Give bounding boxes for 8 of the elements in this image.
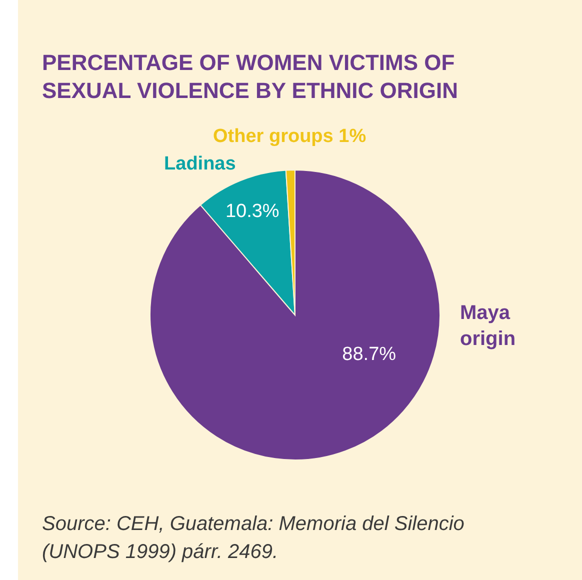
data-label: 10.3% (225, 201, 280, 222)
chart-title: PERCENTAGE OF WOMEN VICTIMS OF SEXUAL VIOLENCE BY ETHNIC ORIGIN (42, 50, 458, 103)
slice-label: Ladinas (164, 154, 236, 175)
data-label: 88.7% (342, 344, 396, 366)
slice-label: Other groups 1% (213, 126, 366, 148)
pie-slice (150, 170, 440, 460)
source-note: Source: CEH, Guatemala: Memoria del Silencio (UNOPS 1999) párr. 2469. (42, 513, 464, 563)
slice-label: Maya origin (460, 302, 516, 350)
